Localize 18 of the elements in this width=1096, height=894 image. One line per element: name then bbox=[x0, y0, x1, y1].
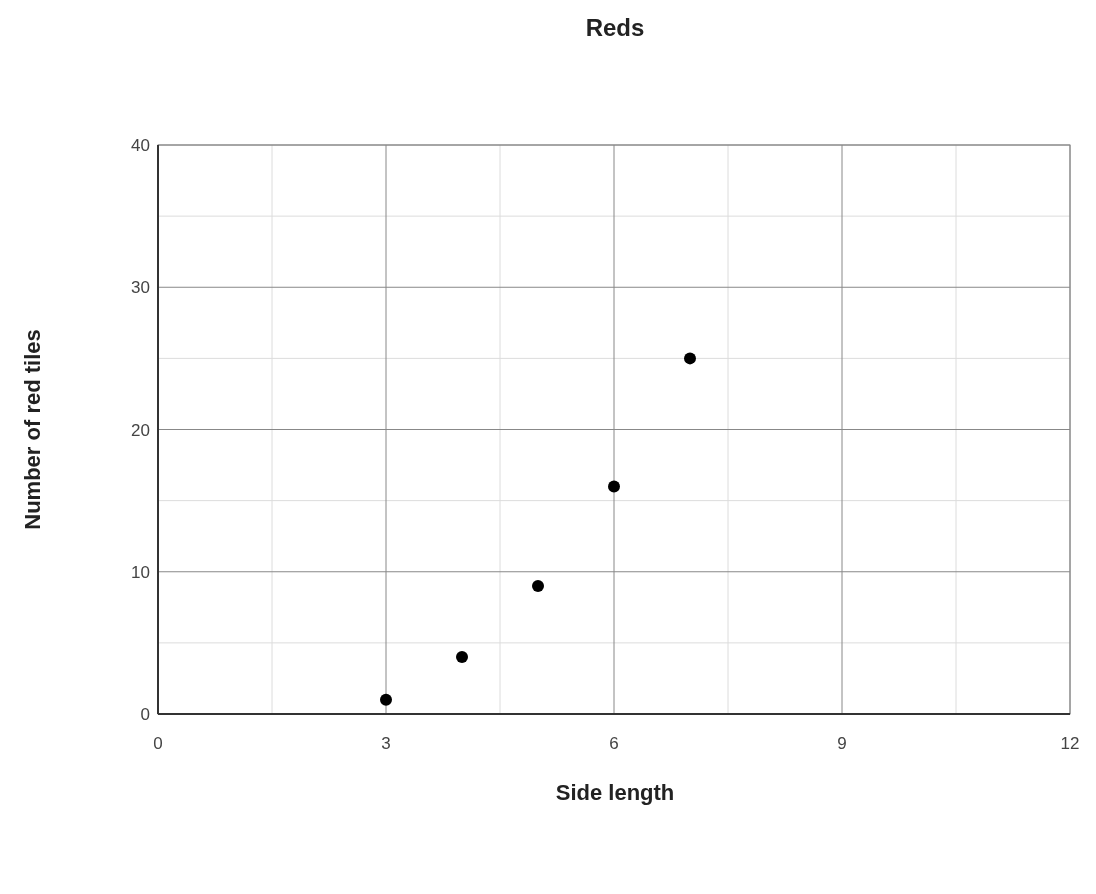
point bbox=[456, 651, 468, 664]
y-tick-label: 0 bbox=[140, 705, 150, 724]
y-tick-label: 10 bbox=[131, 562, 150, 582]
point bbox=[380, 693, 392, 706]
x-tick-label: 9 bbox=[837, 734, 847, 753]
y-tick-label: 20 bbox=[131, 420, 150, 440]
x-tick-label: 12 bbox=[1060, 734, 1080, 753]
point bbox=[608, 480, 620, 493]
point bbox=[532, 579, 544, 592]
point bbox=[684, 352, 696, 365]
y-axis-title: Number of red tiles bbox=[20, 329, 45, 530]
y-tick-label: 30 bbox=[131, 278, 150, 298]
x-tick-label: 3 bbox=[381, 734, 391, 753]
x-axis-title: Side length bbox=[555, 780, 675, 805]
y-tick-label: 40 bbox=[131, 136, 150, 155]
x-tick-label: 6 bbox=[609, 734, 619, 753]
chart-title: Reds bbox=[585, 14, 645, 41]
x-tick-label: 0 bbox=[153, 734, 163, 753]
